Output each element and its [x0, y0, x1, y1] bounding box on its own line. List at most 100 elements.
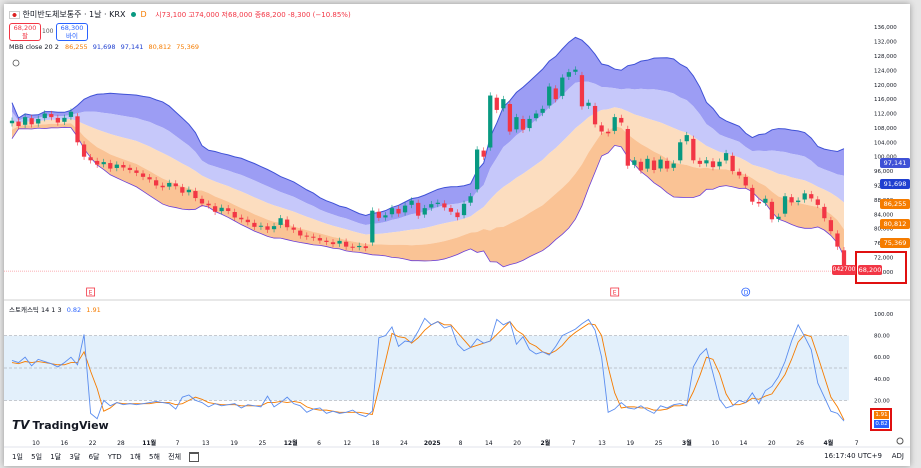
candle-body [501, 99, 506, 109]
time-axis-label: 11월 [142, 439, 156, 447]
stoch-d-line [11, 320, 845, 421]
candle-body [193, 191, 198, 199]
osc-d-tag: 1.91 [874, 411, 889, 419]
candle-body [291, 227, 296, 230]
oscillator-legend[interactable]: 스토캐스틱 14 1 3 0.82 1.91 [9, 304, 101, 314]
candle-body [638, 161, 644, 171]
price-axis-label: 120,000 [874, 83, 897, 89]
period-all[interactable]: 전체 [168, 453, 182, 461]
candle-body [710, 161, 716, 168]
symbol-title[interactable]: 한미반도체보통주 · 1날 · KRX [22, 10, 126, 19]
candle-body [815, 199, 820, 205]
candle-body [232, 211, 237, 218]
period-6m[interactable]: 6달 [88, 453, 100, 461]
candle-body [822, 206, 827, 219]
ohlc-values: 시73,100 고74,000 저68,000 종68,200 -8,300 (… [155, 11, 351, 19]
candle-body [599, 125, 604, 132]
indicator-value-lower2: 75,369 [176, 43, 200, 51]
price-tag-lower1: 80,812 [880, 219, 910, 229]
last-price-tag: 68,200 [858, 265, 882, 275]
buy-button[interactable]: 68,300 바이 [56, 23, 88, 41]
candle-body [612, 117, 617, 131]
candle-body [664, 160, 670, 169]
time-axis-label: 6 [317, 440, 321, 447]
indicator-legend[interactable]: MBB close 20 2 86,255 91,698 97,141 80,8… [9, 43, 199, 51]
candle-body [809, 194, 814, 199]
candle-body [252, 222, 257, 227]
candle-body [481, 150, 486, 157]
candle-body [743, 176, 748, 186]
time-axis-label: 19 [230, 440, 238, 447]
candle-body [717, 161, 722, 167]
tradingview-logo[interactable]: 𝙏𝙑 TradingView [12, 418, 109, 432]
period-1d[interactable]: 1일 [12, 453, 23, 461]
price-axis-label: 112,000 [874, 112, 897, 118]
tradingview-logo-icon: 𝙏𝙑 [12, 418, 30, 432]
candle-body [606, 131, 611, 134]
upper-band-line [11, 36, 845, 216]
upper-band-inner [12, 81, 844, 235]
time-axis-label: 12 [343, 440, 351, 447]
candle-body [363, 246, 368, 249]
period-ytd[interactable]: YTD [107, 453, 122, 461]
candle-body [265, 226, 270, 230]
oscillator-axis-label: 20.00 [874, 398, 890, 404]
candle-body [835, 233, 840, 247]
candle-body [42, 113, 47, 119]
price-tag-upper2: 97,141 [880, 158, 910, 168]
settings-gear-icon [896, 437, 904, 445]
candle-body [226, 208, 231, 212]
candle-body [402, 205, 408, 213]
candle-body [684, 135, 689, 142]
calendar-icon[interactable] [189, 452, 200, 462]
spread-value: 100 [42, 28, 54, 35]
period-3m[interactable]: 3달 [69, 453, 81, 461]
time-axis-label: 14 [485, 440, 493, 447]
candle-body [547, 86, 552, 106]
time-axis-label: 24 [400, 440, 408, 447]
sell-button[interactable]: 68,200 팔 [9, 23, 41, 41]
time-axis-label: 7 [176, 440, 180, 447]
period-1y[interactable]: 1해 [129, 453, 141, 461]
candle-body [769, 201, 775, 220]
price-axis-label: 100,000 [874, 155, 897, 161]
candle-body [586, 102, 591, 106]
candle-body [573, 69, 578, 72]
adj-toggle[interactable]: ADJ [891, 452, 904, 460]
candle-body [651, 160, 657, 171]
highlight-box-osc [870, 408, 892, 431]
candle-body [422, 208, 427, 215]
period-1m[interactable]: 1달 [50, 453, 62, 461]
candle-body [468, 196, 473, 203]
candle-body [723, 153, 729, 161]
candle-body [396, 208, 401, 214]
oscillator-axis-label: 80.00 [874, 334, 890, 340]
indicator-value-basis: 86,255 [64, 43, 88, 51]
lower-band-line [11, 126, 845, 268]
candle-body [435, 202, 440, 204]
time-axis-label: 28 [117, 440, 125, 447]
price-axis-label: 96,000 [874, 169, 894, 175]
chart-canvas[interactable]: 136,000 132,000 128,000 124,000 120,000 116,0… [4, 4, 910, 466]
candle-body [81, 144, 87, 157]
candle-body [802, 193, 807, 200]
time-axis-label: 25 [655, 440, 663, 447]
time-axis-label: 8 [459, 440, 463, 447]
candle-body [127, 167, 133, 171]
clock[interactable]: 16:17:40 UTC+9 [824, 452, 882, 460]
period-5d[interactable]: 5일 [31, 453, 43, 461]
price-axis-label: 84,000 [874, 212, 894, 218]
candle-body [488, 95, 493, 148]
candle-body [678, 142, 683, 161]
candle-body [199, 198, 205, 204]
period-5y[interactable]: 5해 [149, 453, 160, 461]
candle-body [9, 120, 15, 124]
candle-body [173, 183, 178, 187]
candle-body [579, 75, 585, 107]
candle-body [219, 207, 224, 212]
candle-body [75, 116, 80, 143]
candle-body [55, 117, 60, 123]
price-axis-label: 116,000 [874, 97, 897, 103]
price-axis-label: 104,000 [874, 140, 897, 146]
candle-body [153, 180, 159, 186]
